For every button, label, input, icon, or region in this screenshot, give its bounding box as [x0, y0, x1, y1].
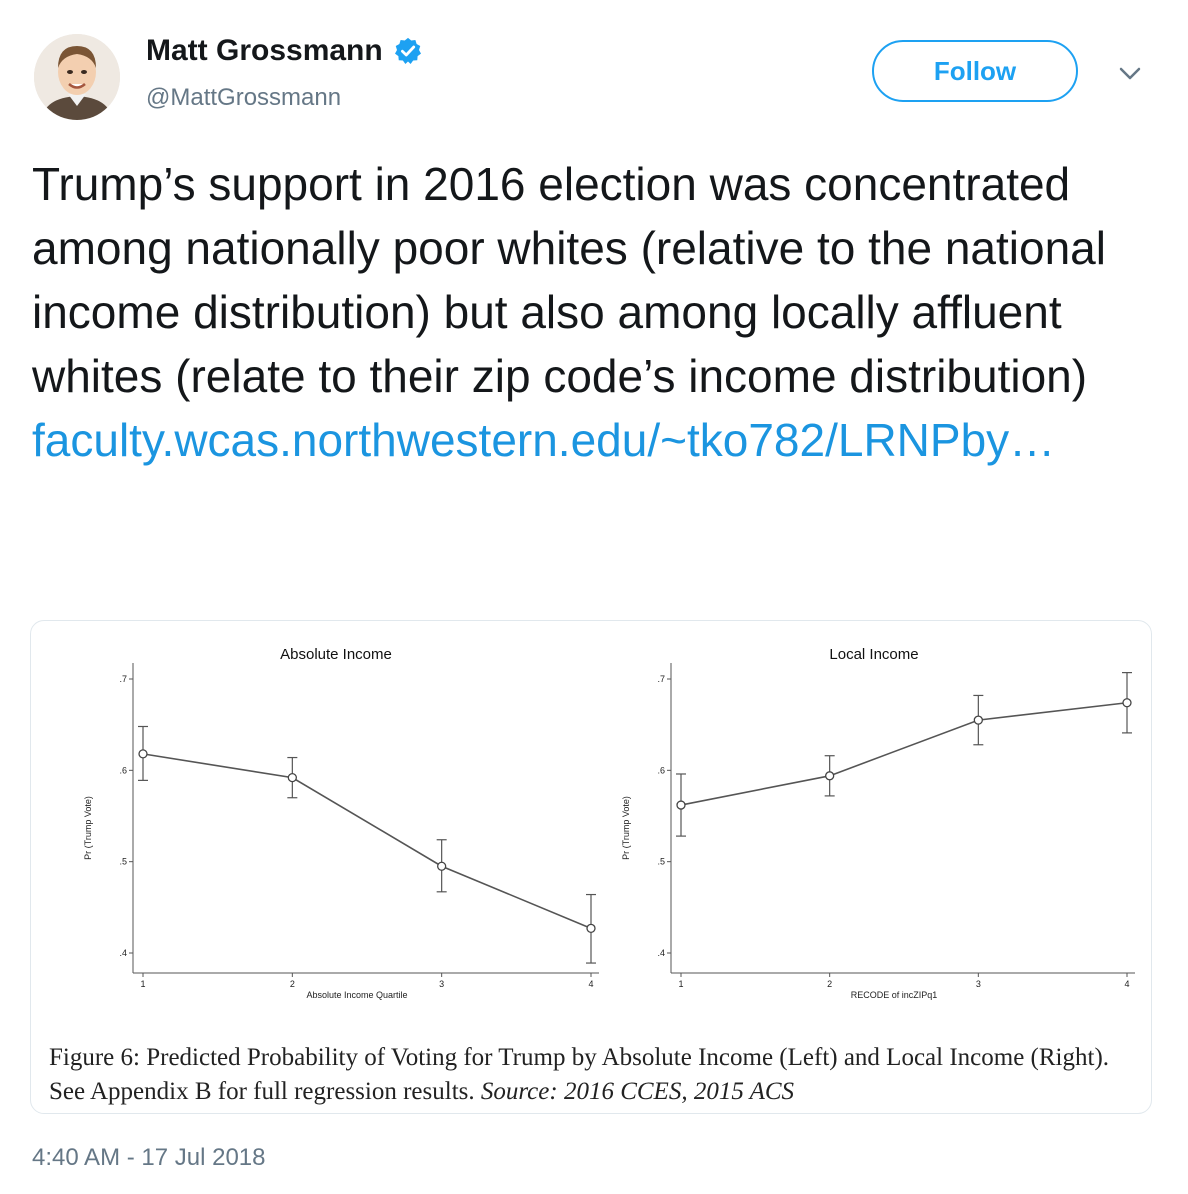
avatar-illustration [34, 34, 120, 120]
tweet-link[interactable]: faculty.wcas.northwestern.edu/~tko782/LR… [32, 414, 1056, 466]
media-card[interactable]: Absolute Income .4 .5 .6 .7 1 2 3 4 Absolute Inco… [30, 620, 1152, 1114]
data-point [287, 772, 297, 783]
avatar[interactable] [34, 34, 120, 120]
y-tick-label: .5 [657, 857, 665, 867]
data-point [586, 923, 596, 933]
figure-caption-source: Source: 2016 CCES, 2015 ACS [480, 1078, 795, 1105]
follow-button[interactable]: Follow [872, 40, 1078, 102]
data-point [1122, 698, 1132, 708]
y-tick-label: .7 [119, 674, 127, 684]
tweet-text: Trump’s support in 2016 election was con… [32, 152, 1162, 472]
chart-title-1: Absolute Income [280, 646, 392, 663]
x-tick-label: 1 [678, 979, 683, 989]
tweet-body: Trump’s support in 2016 election was con… [32, 158, 1106, 402]
tweet-timestamp[interactable]: 4:40 AM - 17 Jul 2018 [32, 1144, 266, 1171]
x-axis-label-2: RECODE of incZIPq1 [851, 990, 938, 1000]
user-name-text[interactable]: Matt Grossmann [146, 34, 383, 67]
chevron-down-icon[interactable] [1116, 62, 1144, 86]
y-tick-label: .7 [657, 674, 665, 684]
y-tick-label: .6 [119, 765, 127, 775]
x-tick-label: 2 [827, 979, 832, 989]
y-tick-label: .5 [119, 857, 127, 867]
data-point [973, 715, 983, 725]
figure-charts: Absolute Income .4 .5 .6 .7 1 2 3 4 Absolute Inco… [83, 646, 1135, 1000]
series-line-1 [142, 753, 592, 930]
data-point [437, 861, 447, 871]
x-axis-label-1: Absolute Income Quartile [306, 990, 407, 1000]
data-point [676, 800, 686, 810]
y-tick-label: .4 [657, 948, 665, 958]
y-tick-label: .6 [657, 765, 665, 775]
x-tick-label: 3 [439, 979, 444, 989]
figure-caption: Figure 6: Predicted Probability of Votin… [49, 1041, 1139, 1109]
y-axis-label-2: Pr (Trump Vote) [621, 796, 631, 860]
verified-badge-icon [394, 37, 421, 64]
figure-caption-text: Figure 6: Predicted Probability of Votin… [49, 1044, 1110, 1105]
series-line-2 [680, 701, 1128, 806]
x-tick-label: 2 [290, 979, 295, 989]
user-handle[interactable]: @MattGrossmann [146, 84, 342, 111]
y-tick-label: .4 [119, 948, 127, 958]
x-tick-label: 4 [1124, 979, 1129, 989]
data-point [825, 771, 835, 781]
user-name[interactable]: Matt Grossmann [146, 34, 423, 68]
y-axis-label-1: Pr (Trump Vote) [83, 796, 93, 860]
data-point [138, 749, 148, 759]
chart-title-2: Local Income [829, 646, 918, 663]
x-tick-label: 1 [140, 979, 145, 989]
x-tick-label: 3 [976, 979, 981, 989]
x-tick-label: 4 [588, 979, 593, 989]
